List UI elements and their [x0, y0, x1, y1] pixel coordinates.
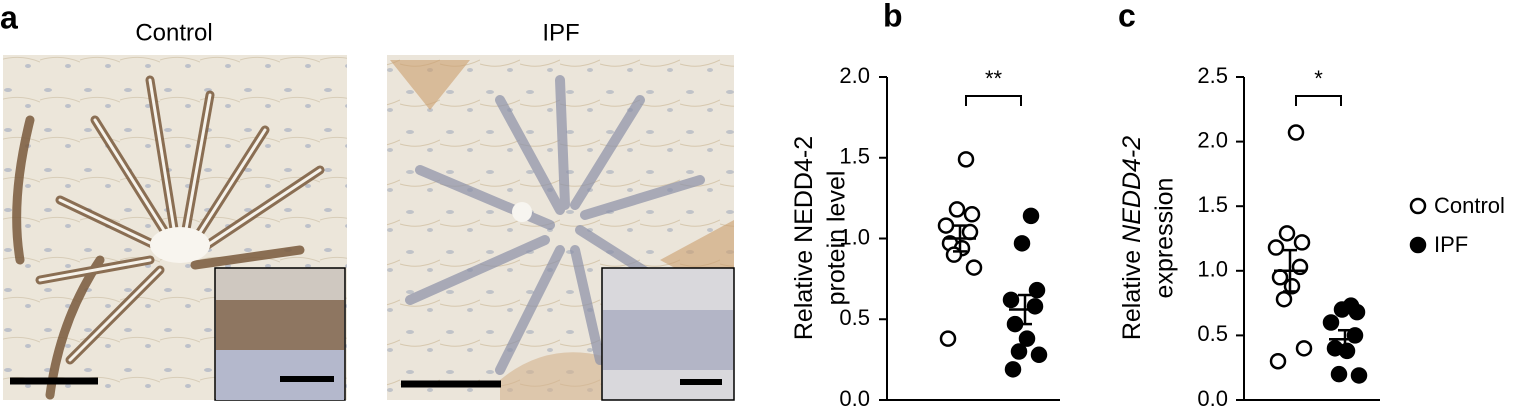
data-point [1002, 291, 1020, 309]
legend-label: Control [1434, 193, 1505, 218]
significance-label: ** [985, 66, 1003, 91]
y-axis-label-part: Relative NEDD4-2 [790, 136, 818, 340]
y-tick-label: 2.0 [1197, 127, 1228, 152]
legend: Control IPF [1409, 193, 1505, 257]
y-tick-label: 0.0 [1197, 386, 1228, 410]
panel-label: c [1118, 0, 1136, 33]
data-point [1322, 314, 1340, 331]
data-point [1030, 346, 1048, 364]
y-axis-label: expression [1151, 178, 1179, 299]
legend-label: IPF [1434, 232, 1468, 257]
y-tick-label: 1.0 [1197, 257, 1228, 282]
data-point [1293, 234, 1311, 251]
data-point [1018, 330, 1036, 347]
data-point [1004, 361, 1022, 378]
data-point [1278, 225, 1296, 242]
data-point [1350, 367, 1368, 384]
significance-bracket [1295, 95, 1342, 106]
data-point [1013, 235, 1031, 252]
data-point [948, 201, 966, 218]
data-point [1275, 290, 1293, 308]
data-point [1269, 352, 1287, 370]
significance-bracket [965, 95, 1022, 106]
data-point [1010, 343, 1028, 360]
legend-marker [1409, 236, 1427, 254]
y-tick-label: 1.0 [839, 224, 870, 249]
y-axis-label-gene: NEDD4-2 [1118, 136, 1146, 243]
data-point [961, 223, 979, 241]
data-point [1026, 298, 1044, 315]
micrograph-control [3, 55, 347, 401]
y-axis-label: Relative NEDD4-2 [790, 136, 818, 340]
data-point [1287, 124, 1305, 141]
y-axis-label: Relative NEDD4-2 [1118, 136, 1146, 340]
y-tick-label: 0.5 [1197, 321, 1228, 346]
data-point [1028, 281, 1046, 299]
data-point [1295, 340, 1313, 357]
data-point [939, 330, 957, 347]
image-title: IPF [542, 19, 579, 46]
data-point [1283, 278, 1301, 295]
data-point [1022, 207, 1040, 225]
significance-label: * [1314, 66, 1323, 91]
data-point [1333, 301, 1351, 318]
y-tick-label: 0.0 [839, 386, 870, 410]
legend-marker [1409, 197, 1427, 215]
y-tick-label: 1.5 [1197, 192, 1228, 217]
y-tick-label: 0.5 [839, 305, 870, 330]
micrograph-ipf [387, 55, 735, 401]
data-point [957, 151, 975, 168]
panel-label: a [0, 0, 18, 35]
data-point [965, 259, 983, 276]
panel-label: b [883, 0, 903, 33]
y-tick-label: 2.5 [1197, 63, 1228, 88]
y-tick-label: 2.0 [839, 63, 870, 88]
image-title: Control [135, 19, 212, 46]
data-point [963, 206, 981, 223]
y-axis-label-part: Relative [1118, 250, 1146, 340]
data-point [1348, 303, 1366, 321]
data-point [1267, 239, 1285, 256]
data-point [1338, 342, 1356, 360]
y-axis-label: protein level [823, 171, 851, 306]
data-point [1330, 365, 1348, 383]
data-point [937, 217, 955, 234]
y-tick-label: 1.5 [839, 144, 870, 169]
